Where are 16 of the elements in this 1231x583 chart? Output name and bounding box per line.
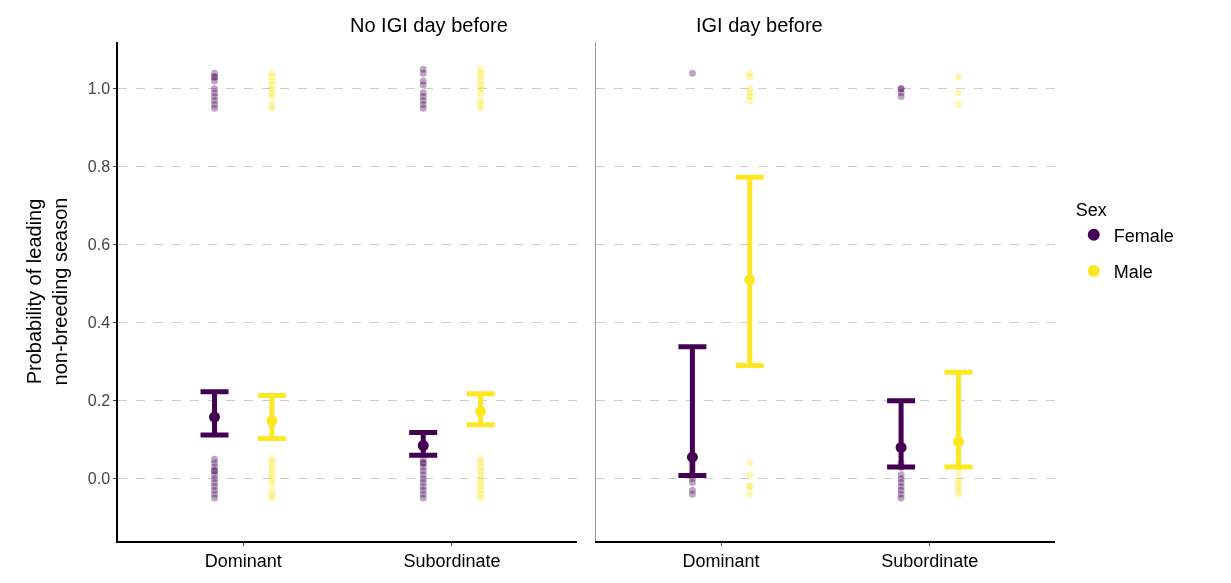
y-axis-title: Probability of leading non-breeding season (22, 197, 71, 386)
x-tick-label: Subordinate (881, 551, 979, 572)
y-tick-label: 0.8 (87, 158, 111, 176)
legend-title: Sex (1075, 200, 1107, 221)
y-tick-label: 0.0 (87, 470, 111, 488)
chart-title: IGI day before (696, 14, 823, 36)
x-tick-label: Subordinate (403, 551, 501, 572)
y-tick-label: 0.4 (87, 314, 111, 332)
y-tick-label: 0.6 (87, 236, 111, 254)
x-tick-label: Dominant (682, 551, 760, 572)
chart-title: No IGI day before (350, 14, 508, 36)
x-tick-label: Dominant (204, 551, 282, 572)
y-tick-label: 0.2 (87, 392, 111, 410)
legend-label: Female (1113, 225, 1174, 246)
y-tick-label: 1.0 (87, 80, 111, 98)
legend-label: Male (1113, 262, 1153, 283)
